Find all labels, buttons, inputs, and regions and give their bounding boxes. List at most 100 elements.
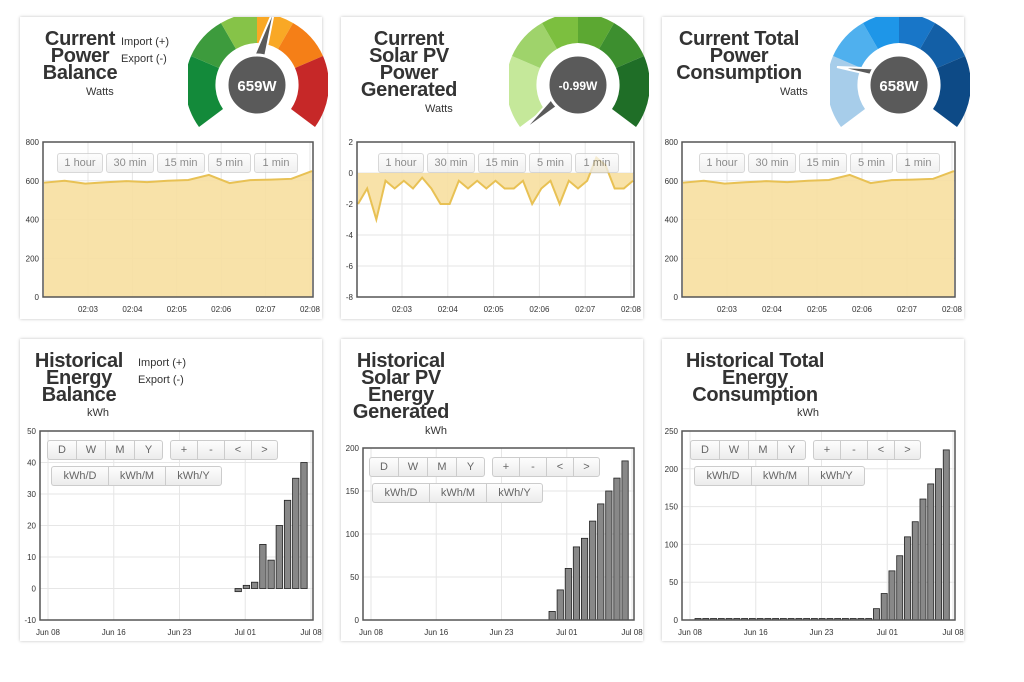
time-button-15-min[interactable]: 15 min [478, 153, 526, 173]
zoom-in-button[interactable]: + [813, 440, 840, 460]
solar-gauge-icon: -0.99W [509, 17, 649, 132]
zoom-out-button[interactable]: - [197, 440, 224, 460]
unit-label: kWh [797, 407, 819, 419]
bar [564, 567, 572, 621]
unit-label: kWh [425, 425, 447, 437]
zoom-in-button[interactable]: + [492, 457, 519, 477]
time-button-30-min[interactable]: 30 min [106, 153, 154, 173]
time-button-15-min[interactable]: 15 min [157, 153, 205, 173]
pan-left-button[interactable]: < [546, 457, 573, 477]
pan-left-button[interactable]: < [224, 440, 251, 460]
y-tick-label: 0 [35, 293, 40, 302]
x-tick-label: 02:08 [621, 305, 642, 314]
unit-buttons: kWh/D kWh/M kWh/Y [694, 466, 865, 486]
unit-label: Watts [425, 103, 453, 115]
consumption-panel: Current Total Power Consumption Watts 65… [662, 17, 970, 319]
bar [556, 589, 564, 621]
y-tick-label: 2 [349, 138, 354, 147]
panel-title: Current Solar PV Power Generated [355, 28, 463, 100]
time-button-5-min[interactable]: 5 min [208, 153, 251, 173]
range-button-day[interactable]: D [47, 440, 76, 460]
bar [572, 546, 581, 621]
unit-button-kwh-year[interactable]: kWh/Y [486, 483, 543, 503]
unit-button-kwh-month[interactable]: kWh/M [429, 483, 486, 503]
time-button-1-hour[interactable]: 1 hour [699, 153, 745, 173]
title-line: Current Total [678, 28, 800, 50]
zoom-out-button[interactable]: - [840, 440, 867, 460]
x-tick-label: Jun 16 [424, 628, 449, 637]
unit-button-kwh-year[interactable]: kWh/Y [808, 466, 865, 486]
y-tick-label: 150 [665, 503, 679, 512]
bar [935, 468, 942, 621]
bar [251, 581, 259, 589]
range-button-year[interactable]: Y [777, 440, 806, 460]
x-tick-label: 02:08 [300, 305, 321, 314]
y-tick-label: -6 [346, 262, 354, 271]
pan-right-button[interactable]: > [573, 457, 600, 477]
time-button-5-min[interactable]: 5 min [529, 153, 572, 173]
range-button-month[interactable]: M [748, 440, 777, 460]
x-tick-label: 02:05 [167, 305, 188, 314]
time-button-1-hour[interactable]: 1 hour [57, 153, 103, 173]
unit-button-kwh-day[interactable]: kWh/D [372, 483, 429, 503]
range-button-week[interactable]: W [398, 457, 427, 477]
plot-frame [356, 141, 635, 298]
unit-button-kwh-day[interactable]: kWh/D [51, 466, 108, 486]
hist-balance-panel: Historical Energy Balance kWh Import (+)… [20, 339, 322, 641]
time-button-30-min[interactable]: 30 min [427, 153, 475, 173]
range-button-year[interactable]: Y [134, 440, 163, 460]
power-balance-gauge-icon: 659W [188, 17, 328, 127]
title-line: Historical [356, 350, 446, 372]
consumption-gauge-icon: 658W [830, 17, 970, 127]
title-line: Current [44, 28, 116, 50]
x-tick-label: 02:06 [211, 305, 232, 314]
time-button-1-min[interactable]: 1 min [254, 153, 298, 173]
title-line: Balance [41, 384, 117, 406]
unit-button-kwh-day[interactable]: kWh/D [694, 466, 751, 486]
range-button-week[interactable]: W [76, 440, 105, 460]
bar [259, 543, 267, 589]
range-button-week[interactable]: W [719, 440, 748, 460]
x-tick-label: 02:07 [897, 305, 918, 314]
title-line: Power [379, 62, 439, 84]
bar [242, 584, 251, 589]
unit-label: Watts [780, 86, 808, 98]
title-line: Current [373, 28, 445, 50]
x-tick-label: Jun 08 [36, 628, 61, 637]
pan-right-button[interactable]: > [894, 440, 921, 460]
time-button-15-min[interactable]: 15 min [799, 153, 847, 173]
y-tick-label: 0 [674, 293, 679, 302]
range-button-year[interactable]: Y [456, 457, 485, 477]
time-button-30-min[interactable]: 30 min [748, 153, 796, 173]
y-tick-label: 150 [346, 487, 360, 496]
unit-buttons: kWh/D kWh/M kWh/Y [51, 466, 222, 486]
range-buttons: D W M Y + - < > [369, 457, 600, 477]
time-button-1-hour[interactable]: 1 hour [378, 153, 424, 173]
time-button-1-min[interactable]: 1 min [575, 153, 619, 173]
time-button-5-min[interactable]: 5 min [850, 153, 893, 173]
title-line: Solar PV [369, 45, 449, 67]
range-button-day[interactable]: D [690, 440, 719, 460]
import-label: Import (+) [138, 357, 186, 369]
plot-frame [362, 447, 635, 621]
bar [942, 449, 950, 621]
range-buttons: D W M Y + - < > [690, 440, 921, 460]
unit-buttons: kWh/D kWh/M kWh/Y [372, 483, 543, 503]
pan-right-button[interactable]: > [251, 440, 278, 460]
zoom-out-button[interactable]: - [519, 457, 546, 477]
x-tick-label: Jun 23 [167, 628, 192, 637]
range-button-month[interactable]: M [105, 440, 134, 460]
unit-button-kwh-month[interactable]: kWh/M [108, 466, 165, 486]
bar [267, 559, 275, 589]
pan-left-button[interactable]: < [867, 440, 894, 460]
range-button-day[interactable]: D [369, 457, 398, 477]
zoom-in-button[interactable]: + [170, 440, 197, 460]
range-button-month[interactable]: M [427, 457, 456, 477]
time-button-1-min[interactable]: 1 min [896, 153, 940, 173]
bar [919, 498, 927, 621]
unit-button-kwh-month[interactable]: kWh/M [751, 466, 808, 486]
unit-button-kwh-year[interactable]: kWh/Y [165, 466, 222, 486]
panel-title: Historical Total Energy Consumption [676, 351, 834, 405]
power-balance-chart: 0 200 400 600 800 02:03 02:04 02:05 02:06 02:07 02… [26, 138, 321, 314]
